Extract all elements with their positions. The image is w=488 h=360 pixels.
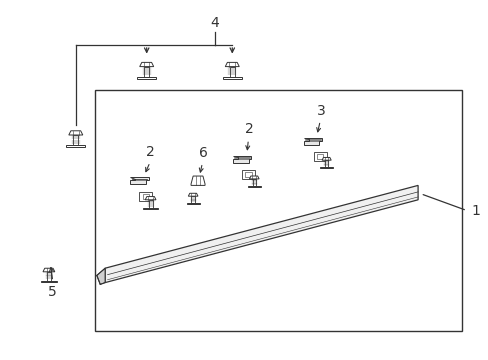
Polygon shape (313, 152, 326, 161)
Polygon shape (73, 135, 78, 145)
Text: 3: 3 (317, 104, 325, 118)
Polygon shape (47, 272, 51, 280)
Polygon shape (191, 196, 195, 203)
Polygon shape (43, 268, 55, 272)
Polygon shape (229, 67, 234, 77)
Polygon shape (247, 186, 261, 187)
Polygon shape (186, 203, 200, 204)
Polygon shape (130, 177, 148, 184)
Polygon shape (143, 208, 158, 209)
Polygon shape (320, 167, 332, 168)
Polygon shape (303, 138, 322, 145)
Polygon shape (144, 67, 149, 77)
Polygon shape (232, 156, 251, 163)
Polygon shape (105, 185, 417, 283)
Polygon shape (66, 145, 85, 147)
Text: 5: 5 (48, 285, 57, 299)
Polygon shape (222, 77, 241, 78)
Polygon shape (137, 77, 156, 78)
Polygon shape (139, 192, 152, 201)
Polygon shape (41, 280, 57, 282)
Polygon shape (69, 131, 82, 135)
Polygon shape (325, 160, 327, 167)
Polygon shape (188, 193, 198, 196)
Text: 4: 4 (210, 15, 219, 30)
Text: 1: 1 (471, 204, 480, 217)
Polygon shape (145, 197, 156, 200)
Text: 6: 6 (199, 146, 207, 160)
Polygon shape (140, 62, 153, 67)
Text: 2: 2 (244, 122, 253, 136)
Polygon shape (148, 200, 152, 208)
Polygon shape (252, 179, 256, 186)
Text: 2: 2 (145, 145, 154, 159)
Polygon shape (249, 176, 259, 179)
Polygon shape (225, 62, 239, 67)
Polygon shape (191, 176, 204, 185)
Polygon shape (242, 170, 254, 179)
Polygon shape (322, 157, 330, 160)
Polygon shape (97, 268, 105, 284)
